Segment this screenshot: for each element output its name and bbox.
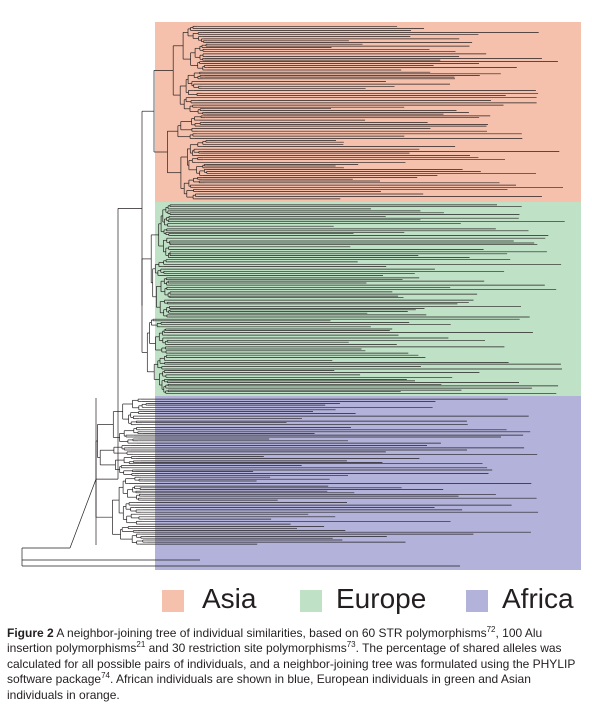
europe-swatch bbox=[300, 590, 322, 612]
asia-region bbox=[155, 22, 581, 202]
africa-label: Africa bbox=[502, 583, 574, 614]
caption-text-4: . The percentage of shared alleles was c… bbox=[7, 641, 576, 687]
figure-label: Figure 2 bbox=[7, 626, 54, 640]
figure-caption: Figure 2 A neighbor-joining tree of indi… bbox=[7, 626, 589, 703]
caption-text-2: , 100 Alu insertion polymorphisms bbox=[7, 626, 543, 656]
tree-branches bbox=[21, 25, 565, 567]
tree-branch bbox=[69, 478, 97, 549]
caption-ref-3: 73 bbox=[346, 640, 356, 650]
caption-text-3: and 30 restriction site polymorphisms bbox=[145, 641, 347, 656]
caption-ref-4: 74 bbox=[101, 671, 110, 681]
caption-ref-2: 21 bbox=[136, 640, 146, 650]
caption-text-5: . African individuals are shown in blue,… bbox=[7, 672, 531, 702]
africa-swatch bbox=[466, 590, 488, 612]
caption-ref-1: 72 bbox=[486, 625, 496, 634]
caption-text-1: A neighbor-joining tree of individual si… bbox=[53, 626, 487, 640]
phylogenetic-tree bbox=[21, 22, 581, 570]
europe-label: Europe bbox=[336, 583, 427, 614]
europe-region bbox=[155, 202, 581, 396]
asia-label: Asia bbox=[202, 583, 257, 614]
asia-swatch bbox=[162, 590, 184, 612]
